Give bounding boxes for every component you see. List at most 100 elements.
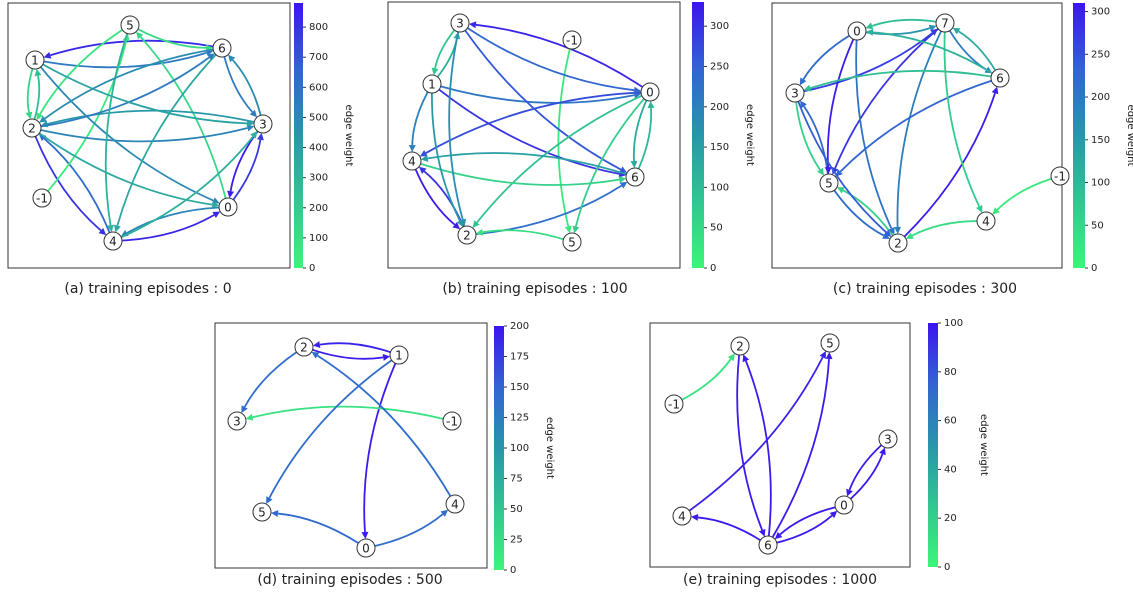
edge xyxy=(363,362,397,533)
node xyxy=(664,394,684,414)
colorbar-tick-label: 0 xyxy=(510,565,516,576)
edge-arrowhead xyxy=(905,232,914,239)
node-label: -1 xyxy=(566,34,578,48)
colorbar xyxy=(692,2,704,268)
edges xyxy=(25,28,264,242)
edge-arrowhead xyxy=(803,84,812,92)
edge xyxy=(232,139,262,201)
node xyxy=(990,68,1010,88)
edge-arrowhead xyxy=(228,54,236,63)
edge xyxy=(26,68,34,113)
colorbar-tick-label: 125 xyxy=(510,413,529,424)
edge-arrowhead xyxy=(418,166,427,174)
node-label: 5 xyxy=(568,236,576,250)
edge-arrowhead xyxy=(572,225,580,234)
node-label: 0 xyxy=(362,542,370,556)
colorbar-tick-label: 100 xyxy=(944,318,963,329)
edge xyxy=(374,513,444,547)
edge-arrowhead xyxy=(690,513,699,521)
node-label: 0 xyxy=(224,201,232,215)
node xyxy=(252,502,272,522)
edge-arrowhead xyxy=(211,201,220,209)
edge xyxy=(243,351,298,408)
node xyxy=(562,232,582,252)
node xyxy=(402,151,422,171)
node-label: 4 xyxy=(109,235,117,249)
edge xyxy=(434,29,456,69)
edge xyxy=(121,214,215,242)
edge-arrowhead xyxy=(246,124,255,132)
edge-arrowhead xyxy=(817,167,824,176)
colorbar-tick-label: 200 xyxy=(309,203,328,214)
edge xyxy=(855,39,893,229)
colorbar-tick-label: 250 xyxy=(710,61,729,72)
edge-arrowhead xyxy=(312,341,321,349)
node-label: 0 xyxy=(853,25,861,39)
colorbar-tick-label: 300 xyxy=(1091,7,1110,18)
edge xyxy=(736,354,763,531)
colorbar-tick-label: 200 xyxy=(510,321,529,332)
node xyxy=(457,225,477,245)
edge-arrowhead xyxy=(831,166,839,175)
colorbar-tick-label: 400 xyxy=(309,143,328,154)
node xyxy=(356,538,376,558)
edge xyxy=(797,101,887,233)
edge xyxy=(943,31,981,207)
edge-arrowhead xyxy=(619,181,628,189)
node xyxy=(785,83,805,103)
node xyxy=(888,233,908,253)
edge xyxy=(475,23,643,88)
edge-arrowhead xyxy=(928,24,937,32)
node-label: 3 xyxy=(233,415,241,429)
edge-arrowhead xyxy=(894,226,902,235)
node-label: 4 xyxy=(408,155,416,169)
edge-arrowhead xyxy=(976,205,983,213)
edge xyxy=(43,51,207,69)
node-label: 3 xyxy=(791,87,799,101)
edge xyxy=(776,514,833,544)
node xyxy=(227,411,247,431)
edge-arrowhead xyxy=(824,166,832,175)
node-label: 2 xyxy=(300,341,308,355)
edge-arrowhead xyxy=(619,166,628,173)
node-label: 2 xyxy=(463,229,471,243)
edge xyxy=(839,79,992,173)
panel: 0 7 6 3 -1 5 4 2 0 50 100 150 200 250 300 edge weight (c… xyxy=(771,2,1133,297)
edge xyxy=(137,28,207,49)
colorbar-tick-label: 100 xyxy=(1091,178,1110,189)
node xyxy=(218,197,238,217)
edge-arrowhead xyxy=(836,187,845,194)
node-label: 3 xyxy=(259,118,267,132)
edge-arrowhead xyxy=(472,220,480,228)
edge-arrowhead xyxy=(883,229,892,237)
colorbar-label: edge weight xyxy=(343,105,354,167)
edge-arrowhead xyxy=(135,31,144,40)
edge xyxy=(849,453,884,500)
panel-frame xyxy=(214,322,488,569)
edge xyxy=(809,69,992,89)
edge-arrowhead xyxy=(43,51,52,59)
edge xyxy=(848,444,883,491)
colorbar-tick-label: 800 xyxy=(309,22,328,33)
edge xyxy=(120,135,254,239)
node xyxy=(445,494,465,514)
edge xyxy=(826,38,855,168)
node-label: 5 xyxy=(825,177,833,191)
edge xyxy=(803,105,829,175)
edge xyxy=(47,40,128,192)
colorbar-tick-label: 150 xyxy=(1091,135,1110,146)
edge xyxy=(414,168,456,226)
colorbar xyxy=(928,323,938,567)
colorbar-tick-label: 25 xyxy=(510,535,523,546)
node-label: 4 xyxy=(451,498,459,512)
node xyxy=(820,333,840,353)
node xyxy=(819,173,839,193)
node-label: 4 xyxy=(982,215,990,229)
colorbar-label: edge weight xyxy=(1125,105,1133,167)
panel: 5 1 6 2 3 -1 0 4 0 100 200 300 400 500 600 700 800 edge w… xyxy=(7,2,354,297)
edge-arrowhead xyxy=(800,100,807,109)
edge-arrowhead xyxy=(475,228,484,236)
caption: (b) training episodes : 100 xyxy=(442,281,627,297)
edge xyxy=(779,506,836,536)
node-label: 1 xyxy=(395,349,403,363)
